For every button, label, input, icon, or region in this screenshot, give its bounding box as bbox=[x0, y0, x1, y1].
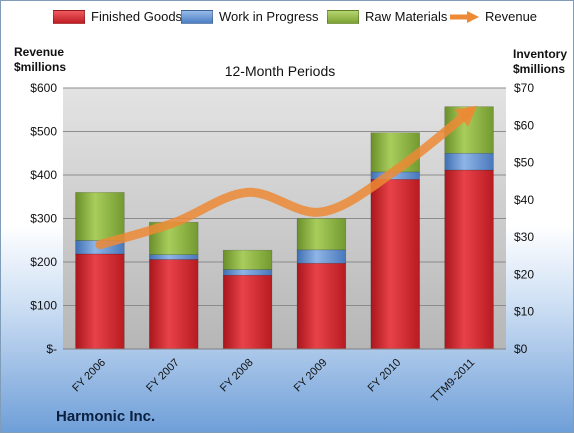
right-tick-label: $20 bbox=[514, 267, 534, 281]
legend-item-finished-goods: Finished Goods bbox=[53, 9, 182, 24]
bar-work-in-progress bbox=[444, 152, 494, 171]
bar-finished-goods bbox=[444, 169, 494, 350]
x-tick-label: TTM9-2011 bbox=[429, 357, 477, 405]
bar-finished-goods bbox=[75, 253, 125, 350]
revenue-arrowhead bbox=[454, 105, 477, 127]
left-tick-label: $- bbox=[46, 342, 57, 356]
right-tick-label: $10 bbox=[514, 305, 534, 319]
right-tick-label: $50 bbox=[514, 156, 534, 170]
legend-item-work-in-progress: Work in Progress bbox=[181, 9, 318, 24]
left-tick-label: $200 bbox=[30, 255, 57, 269]
bar-raw-materials bbox=[75, 192, 125, 241]
right-axis-title: Inventory $millions bbox=[513, 47, 567, 77]
right-tick-label: $30 bbox=[514, 230, 534, 244]
revenue-line bbox=[95, 107, 474, 250]
legend-swatch-raw-materials bbox=[327, 9, 359, 24]
bar-raw-materials bbox=[222, 249, 273, 270]
x-tick-label: FY 2006 bbox=[70, 357, 108, 395]
left-axis-title-line-1: Revenue bbox=[14, 45, 65, 59]
legend: Finished Goods Work in Progress Raw Mate… bbox=[1, 9, 573, 31]
x-tick-label: FY 2010 bbox=[366, 357, 404, 395]
left-axis-title: Revenue $millions bbox=[14, 45, 66, 75]
left-tick-label: $400 bbox=[30, 168, 57, 182]
bar-finished-goods bbox=[370, 179, 420, 350]
legend-swatch-work-in-progress bbox=[181, 9, 213, 24]
legend-item-raw-materials: Raw Materials bbox=[327, 9, 447, 24]
bar-finished-goods bbox=[296, 262, 347, 350]
right-tick-label: $0 bbox=[514, 342, 528, 356]
right-tick-label: $60 bbox=[514, 118, 534, 132]
x-tick-label: FY 2007 bbox=[144, 357, 182, 395]
right-tick-label: $70 bbox=[514, 81, 534, 95]
right-axis-title-line-1: Inventory bbox=[513, 47, 568, 61]
left-tick-label: $500 bbox=[30, 125, 57, 139]
legend-label-work-in-progress: Work in Progress bbox=[219, 9, 319, 24]
bar-work-in-progress bbox=[149, 254, 199, 260]
legend-swatch-finished-goods bbox=[53, 9, 85, 24]
left-tick-label: $300 bbox=[30, 212, 57, 226]
bar-finished-goods bbox=[222, 274, 273, 350]
legend-item-revenue: Revenue bbox=[449, 9, 537, 24]
bar-work-in-progress bbox=[222, 269, 273, 276]
arrow-icon bbox=[450, 10, 479, 23]
x-tick-label: FY 2009 bbox=[292, 357, 330, 395]
bar-raw-materials bbox=[296, 218, 347, 251]
x-tick-label: FY 2008 bbox=[218, 357, 256, 395]
right-axis-title-line-2: $millions bbox=[513, 62, 566, 76]
legend-label-finished-goods: Finished Goods bbox=[91, 9, 183, 24]
legend-label-raw-materials: Raw Materials bbox=[365, 9, 448, 24]
company-name: Harmonic Inc. bbox=[56, 408, 156, 425]
right-tick-label: $40 bbox=[514, 193, 534, 207]
left-axis-title-line-2: $millions bbox=[14, 60, 67, 74]
left-tick-label: $600 bbox=[30, 81, 57, 95]
left-tick-label: $100 bbox=[30, 299, 57, 313]
legend-label-revenue: Revenue bbox=[485, 9, 538, 24]
bar-work-in-progress bbox=[296, 249, 347, 264]
chart-title: 12-Month Periods bbox=[225, 63, 336, 79]
bar-finished-goods bbox=[149, 259, 199, 350]
